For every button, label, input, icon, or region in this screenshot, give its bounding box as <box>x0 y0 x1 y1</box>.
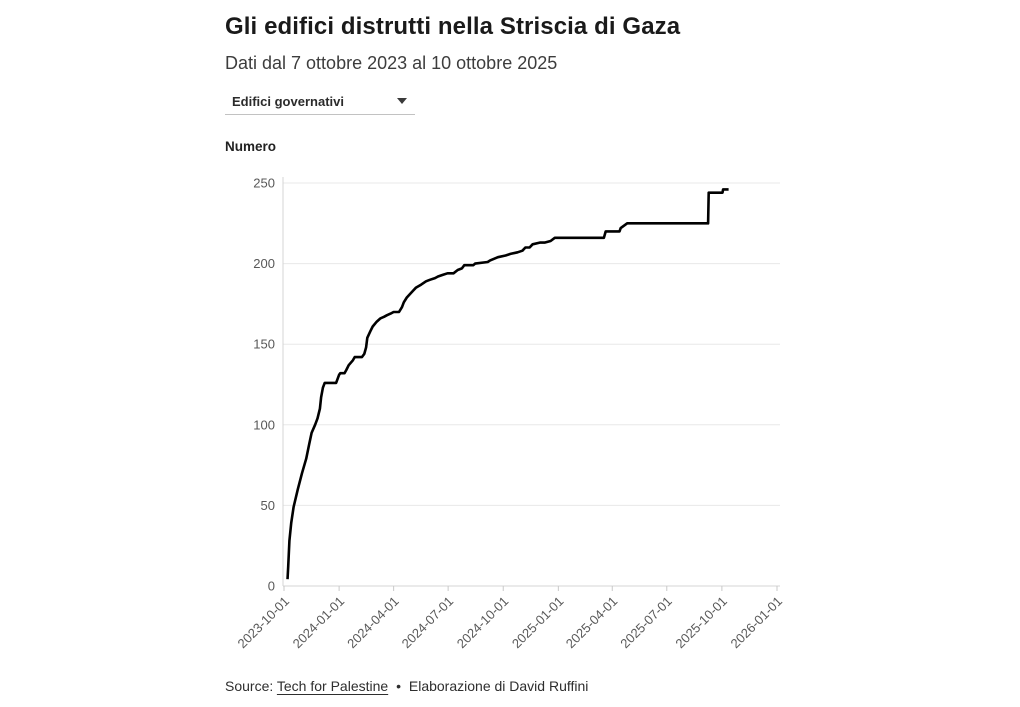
x-tick-label: 2025-07-01 <box>617 594 675 652</box>
x-tick-label: 2025-04-01 <box>563 594 621 652</box>
source-label: Source: <box>225 678 274 694</box>
category-dropdown-value: Edifici governativi <box>232 93 344 109</box>
x-tick-label: 2025-01-01 <box>509 594 567 652</box>
credit-text: Elaborazione di David Ruffini <box>408 678 589 694</box>
x-tick-label: 2024-07-01 <box>399 594 457 652</box>
source-line: Source: Tech for Palestine • Elaborazion… <box>225 678 588 694</box>
x-tick-label: 2024-04-01 <box>344 594 402 652</box>
x-tick-label: 2024-01-01 <box>290 594 348 652</box>
y-tick-label: 0 <box>268 579 275 594</box>
y-tick-label: 50 <box>261 498 275 513</box>
x-tick-label: 2026-01-01 <box>727 594 785 652</box>
y-tick-label: 250 <box>253 176 275 191</box>
y-axis-title: Numero <box>225 139 277 154</box>
data-line <box>286 188 729 580</box>
x-tick-label: 2023-10-01 <box>234 594 292 652</box>
chart-title: Gli edifici distrutti nella Striscia di … <box>225 13 681 40</box>
y-tick-label: 150 <box>253 337 275 352</box>
category-dropdown[interactable]: Edifici governativi <box>225 90 415 115</box>
caret-down-icon <box>397 98 407 104</box>
x-tick-label: 2024-10-01 <box>454 594 512 652</box>
chart-subtitle: Dati dal 7 ottobre 2023 al 10 ottobre 20… <box>225 53 558 73</box>
source-link[interactable]: Tech for Palestine <box>276 678 389 694</box>
separator-dot: • <box>396 678 401 694</box>
y-tick-label: 200 <box>253 256 275 271</box>
y-tick-label: 100 <box>253 417 275 432</box>
x-tick-label: 2025-10-01 <box>672 594 730 652</box>
